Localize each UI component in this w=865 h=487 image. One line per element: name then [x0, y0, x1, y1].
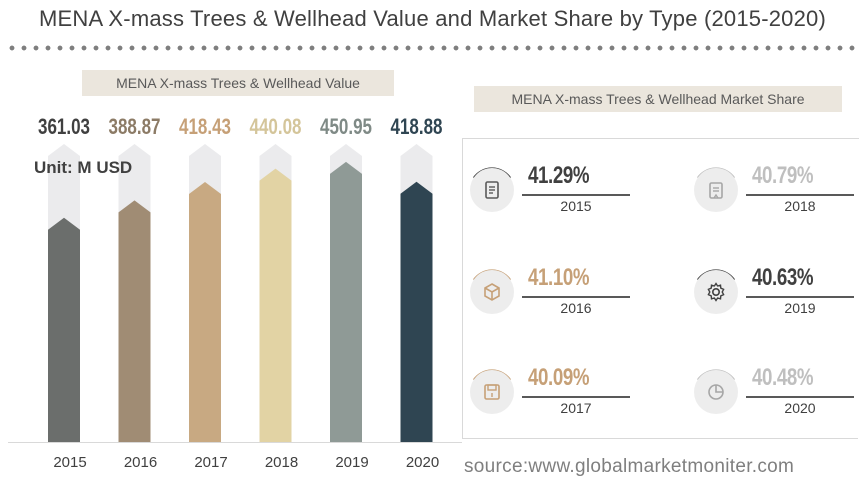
share-item-2017: 40.09% 2017: [470, 362, 640, 432]
cube-icon: [484, 283, 500, 301]
bar-2020: [400, 181, 433, 443]
x-axis-baseline: [8, 442, 462, 443]
icon-circle: [694, 370, 738, 414]
x-tick-label-2017: 2017: [194, 454, 227, 471]
data-label-2018: 440.08: [250, 114, 302, 139]
x-tick-label-2019: 2019: [335, 454, 368, 471]
share-year: 2015: [560, 198, 592, 214]
data-label-2017: 418.43: [179, 114, 231, 139]
bar-2017: [189, 182, 221, 442]
x-tick-label-2015: 2015: [53, 454, 86, 471]
share-item-2016: 41.10% 2016: [470, 262, 640, 332]
share-item-2019: 40.63% 2019: [694, 262, 864, 332]
unit-label: Unit: M USD: [34, 158, 133, 177]
share-underline: [522, 396, 630, 398]
data-label-2019: 450.95: [320, 114, 372, 139]
share-item-2018: 40.79% 2018: [694, 160, 864, 230]
share-underline: [522, 194, 630, 196]
share-underline: [746, 194, 854, 196]
chart-title: MENA X-mass Trees & Wellhead Value and M…: [38, 6, 827, 31]
share-year: 2017: [560, 400, 592, 416]
x-tick-label-2018: 2018: [265, 454, 298, 471]
share-value: 40.48%: [752, 364, 814, 391]
x-tick-label-2016: 2016: [124, 454, 157, 471]
share-underline: [522, 296, 630, 298]
icon-circle: [470, 270, 514, 314]
data-label-2015: 361.03: [38, 114, 90, 139]
bar-2016: [118, 200, 151, 442]
source-text: source:www.globalmarketmoniter.com: [464, 456, 795, 477]
share-value: 40.63%: [752, 264, 814, 291]
share-item-2020: 40.48% 2020: [694, 362, 864, 432]
market-share-panel-bottom-border: [462, 438, 858, 439]
icon-circle: [694, 168, 738, 212]
data-label-2020: 418.88: [391, 114, 443, 139]
share-value: 41.29%: [528, 162, 590, 189]
pie-chart-icon: [708, 384, 724, 400]
clipboard-icon: [709, 182, 723, 199]
document-icon: [485, 181, 499, 199]
save-icon: [484, 384, 500, 400]
share-value: 40.09%: [528, 364, 590, 391]
icon-circle: [470, 370, 514, 414]
share-year: 2019: [784, 300, 816, 316]
icon-circle: [694, 270, 738, 314]
bar-2018: [259, 168, 292, 442]
gear-icon: [707, 282, 725, 302]
share-value: 41.10%: [528, 264, 590, 291]
share-panel-label: MENA X-mass Trees & Wellhead Market Shar…: [474, 86, 842, 112]
share-underline: [746, 296, 854, 298]
icon-circle: [470, 168, 514, 212]
x-tick-label-2020: 2020: [406, 454, 439, 471]
market-share-panel: [462, 138, 859, 439]
dotted-divider: [6, 44, 859, 52]
share-year: 2018: [784, 198, 816, 214]
share-item-2015: 41.29% 2015: [470, 160, 640, 230]
share-year: 2016: [560, 300, 592, 316]
share-underline: [746, 396, 854, 398]
bar-2015: [48, 217, 80, 442]
data-label-2016: 388.87: [109, 114, 161, 139]
bar-2019: [330, 161, 362, 442]
share-year: 2020: [784, 400, 816, 416]
share-value: 40.79%: [752, 162, 814, 189]
value-panel-label: MENA X-mass Trees & Wellhead Value: [82, 70, 394, 96]
